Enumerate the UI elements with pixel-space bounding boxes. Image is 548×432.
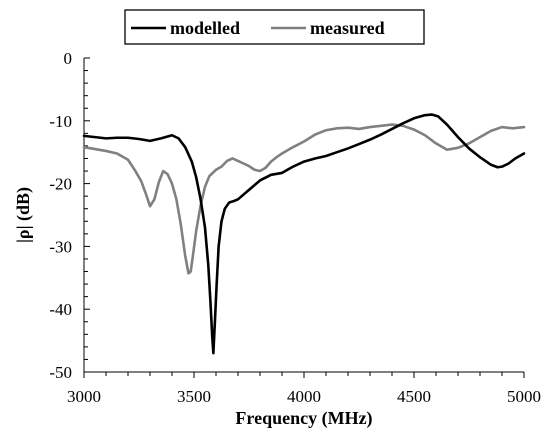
y-tick-label: -40 [49,300,72,319]
y-tick-label: -10 [49,112,72,131]
series-line-modelled [82,113,526,355]
x-axis-label: Frequency (MHz) [235,408,372,429]
series-layer [82,113,526,355]
x-tick-label: 3500 [177,387,211,406]
y-tick-label: -30 [49,237,72,256]
legend-label-modelled: modelled [170,18,240,38]
x-tick-label: 4500 [397,387,431,406]
x-tick-label: 5000 [507,387,541,406]
y-tick-label: -20 [49,175,72,194]
tick-labels: 0 -10 -20 -30 -40 -50 3000 3500 4000 4500 5000 [49,49,541,406]
y-tick-label: 0 [64,49,73,68]
y-tick-label: -50 [49,363,72,382]
y-axis-label: |ρ| (dB) [13,187,34,243]
axes [83,57,525,378]
x-tick-label: 3000 [67,387,101,406]
legend: modelled measured [124,9,425,45]
x-tick-label: 4000 [287,387,321,406]
legend-label-measured: measured [310,18,385,38]
series-line-measured [82,123,526,275]
